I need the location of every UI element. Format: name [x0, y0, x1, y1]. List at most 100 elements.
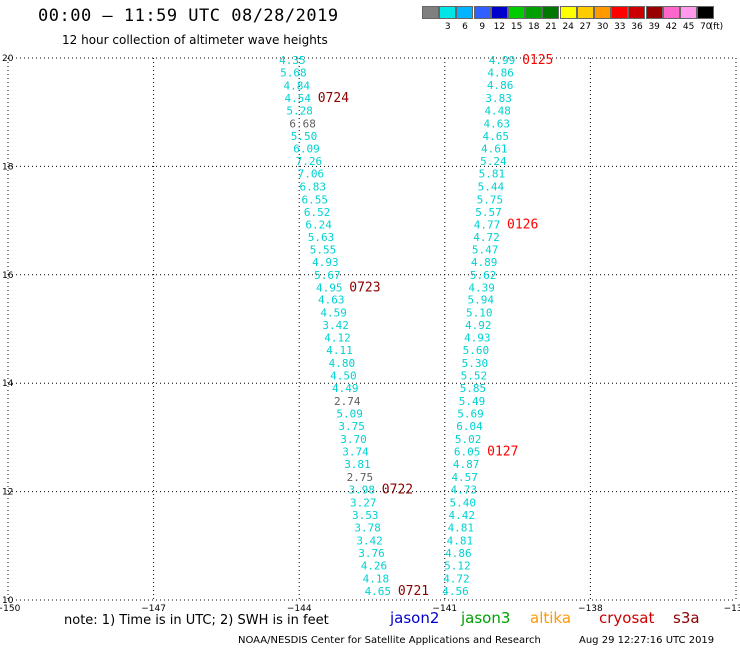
latitude-label: 10: [2, 596, 14, 606]
wave-height-value: 3.76: [358, 547, 385, 560]
wave-height-value: 5.44: [478, 180, 505, 193]
wave-height-value: 6.55: [301, 193, 328, 206]
wave-height-value: 5.57: [475, 206, 502, 219]
wave-height-value: 5.24: [480, 155, 507, 168]
wave-height-value: 4.93: [312, 256, 339, 269]
wave-height-value: 5.68: [280, 67, 307, 80]
wave-height-value: 3.70: [340, 433, 367, 446]
pass-time-label: 0723: [349, 280, 380, 295]
wave-height-value: 6.09: [293, 143, 320, 156]
wave-height-value: 4.63: [318, 294, 345, 307]
pass-time-label: 0721: [398, 584, 429, 599]
pass-time-label: 0127: [487, 444, 518, 459]
wave-height-value: 5.49: [459, 395, 486, 408]
wave-height-value: 3.81: [344, 458, 371, 471]
wave-height-value: 4.12: [324, 332, 351, 345]
page-title: 00:00 – 11:59 UTC 08/28/2019: [38, 6, 339, 26]
wave-height-value: 5.50: [291, 130, 318, 143]
satellite-legend-cryosat: cryosat: [599, 609, 655, 627]
wave-height-value: 4.49: [332, 382, 359, 395]
colorbar-label: 6: [462, 22, 468, 32]
wave-height-value: 5.63: [308, 231, 335, 244]
colorbar-label: 36: [631, 22, 643, 32]
wave-height-value: 5.85: [460, 382, 487, 395]
colorbar-swatch: [662, 6, 680, 19]
wave-height-value: 6.04: [456, 420, 483, 433]
colorbar-swatch: [525, 6, 543, 19]
footer-timestamp: Aug 29 12:27:16 UTC 2019: [579, 635, 715, 646]
wave-height-value: 2.75: [347, 471, 374, 484]
satellite-legend-jason2: jason2: [390, 609, 440, 627]
wave-height-value: 5.69: [457, 408, 484, 421]
wave-height-value: 6.24: [305, 218, 332, 231]
wave-height-value: 4.72: [473, 231, 500, 244]
latitude-label: 12: [2, 488, 13, 498]
wave-height-value: 3.27: [350, 496, 377, 509]
colorbar-label: 21: [545, 22, 557, 32]
colorbar-swatch: [439, 6, 457, 19]
wave-height-value: 4.73: [450, 483, 477, 496]
wave-height-value: 4.35: [279, 54, 306, 67]
wave-height-value: 7.26: [296, 155, 323, 168]
wave-height-value: 3.42: [322, 319, 349, 332]
colorbar-label: 24: [562, 22, 574, 32]
wave-height-value: 6.52: [304, 206, 331, 219]
wave-height-value: 4.56: [442, 585, 469, 598]
wave-height-value: 5.55: [310, 243, 337, 256]
wave-height-value: 3.98: [349, 483, 376, 496]
colorbar-label: 3: [444, 22, 451, 32]
wave-height-value: 4.61: [481, 143, 508, 156]
colorbar-swatch: [456, 6, 474, 19]
satellite-legend-altika: altika: [530, 609, 572, 627]
colorbar-swatch: [508, 6, 525, 19]
wave-height-value: 3.53: [352, 509, 379, 522]
wave-height-value: 5.09: [336, 408, 363, 421]
pass-time-label: 0722: [382, 482, 413, 497]
colorbar-label: 70: [700, 22, 712, 32]
colorbar-label: 33: [614, 22, 626, 32]
latitude-label: 14: [2, 379, 14, 389]
latitude-label: 16: [2, 271, 14, 281]
wave-height-value: 5.02: [455, 433, 482, 446]
wave-height-value: 2.74: [334, 395, 361, 408]
wave-height-value: 4.54: [284, 92, 311, 105]
wave-height-value: 7.06: [298, 167, 325, 180]
wave-height-value: 4.11: [326, 344, 353, 357]
satellite-legend-s3a: s3a: [673, 609, 700, 627]
colorbar-swatch: [473, 6, 491, 19]
wave-height-value: 4.99: [489, 54, 516, 67]
wave-height-value: 3.74: [342, 445, 369, 458]
colorbar-label: 18: [528, 22, 540, 32]
wave-height-value: 6.68: [289, 118, 316, 131]
wave-height-value: 6.83: [300, 180, 327, 193]
colorbar-unit-label: (ft): [709, 22, 724, 32]
colorbar-swatch: [490, 6, 508, 19]
wave-height-value: 5.81: [479, 167, 506, 180]
wave-height-value: 4.84: [284, 80, 311, 93]
colorbar-swatch: [559, 6, 577, 19]
wave-height-value: 4.39: [468, 281, 495, 294]
wave-height-value: 4.93: [464, 332, 491, 345]
wave-height-value: 4.18: [363, 572, 390, 585]
latitude-label: 18: [2, 162, 14, 172]
wave-height-value: 5.75: [477, 193, 504, 206]
wave-height-value: 4.65: [365, 585, 392, 598]
pass-time-label: 0126: [507, 217, 538, 232]
wave-height-value: 4.42: [449, 509, 476, 522]
wave-height-value: 4.72: [443, 572, 470, 585]
longitude-label: −135: [724, 604, 740, 614]
wave-height-value: 5.47: [472, 243, 499, 256]
wave-height-value: 5.67: [314, 269, 341, 282]
colorbar-label: 42: [665, 22, 678, 32]
wave-height-value: 5.40: [450, 496, 477, 509]
colorbar-label: 30: [596, 22, 609, 32]
units-note: note: 1) Time is in UTC; 2) SWH is in fe…: [64, 613, 329, 628]
wave-height-value: 4.92: [465, 319, 492, 332]
wave-height-value: 3.75: [338, 420, 365, 433]
wave-height-value: 4.86: [445, 547, 472, 560]
wave-height-value: 5.10: [466, 307, 493, 320]
longitude-label: −147: [141, 604, 166, 614]
wave-height-value: 6.05: [454, 445, 481, 458]
wave-height-value: 5.94: [467, 294, 494, 307]
